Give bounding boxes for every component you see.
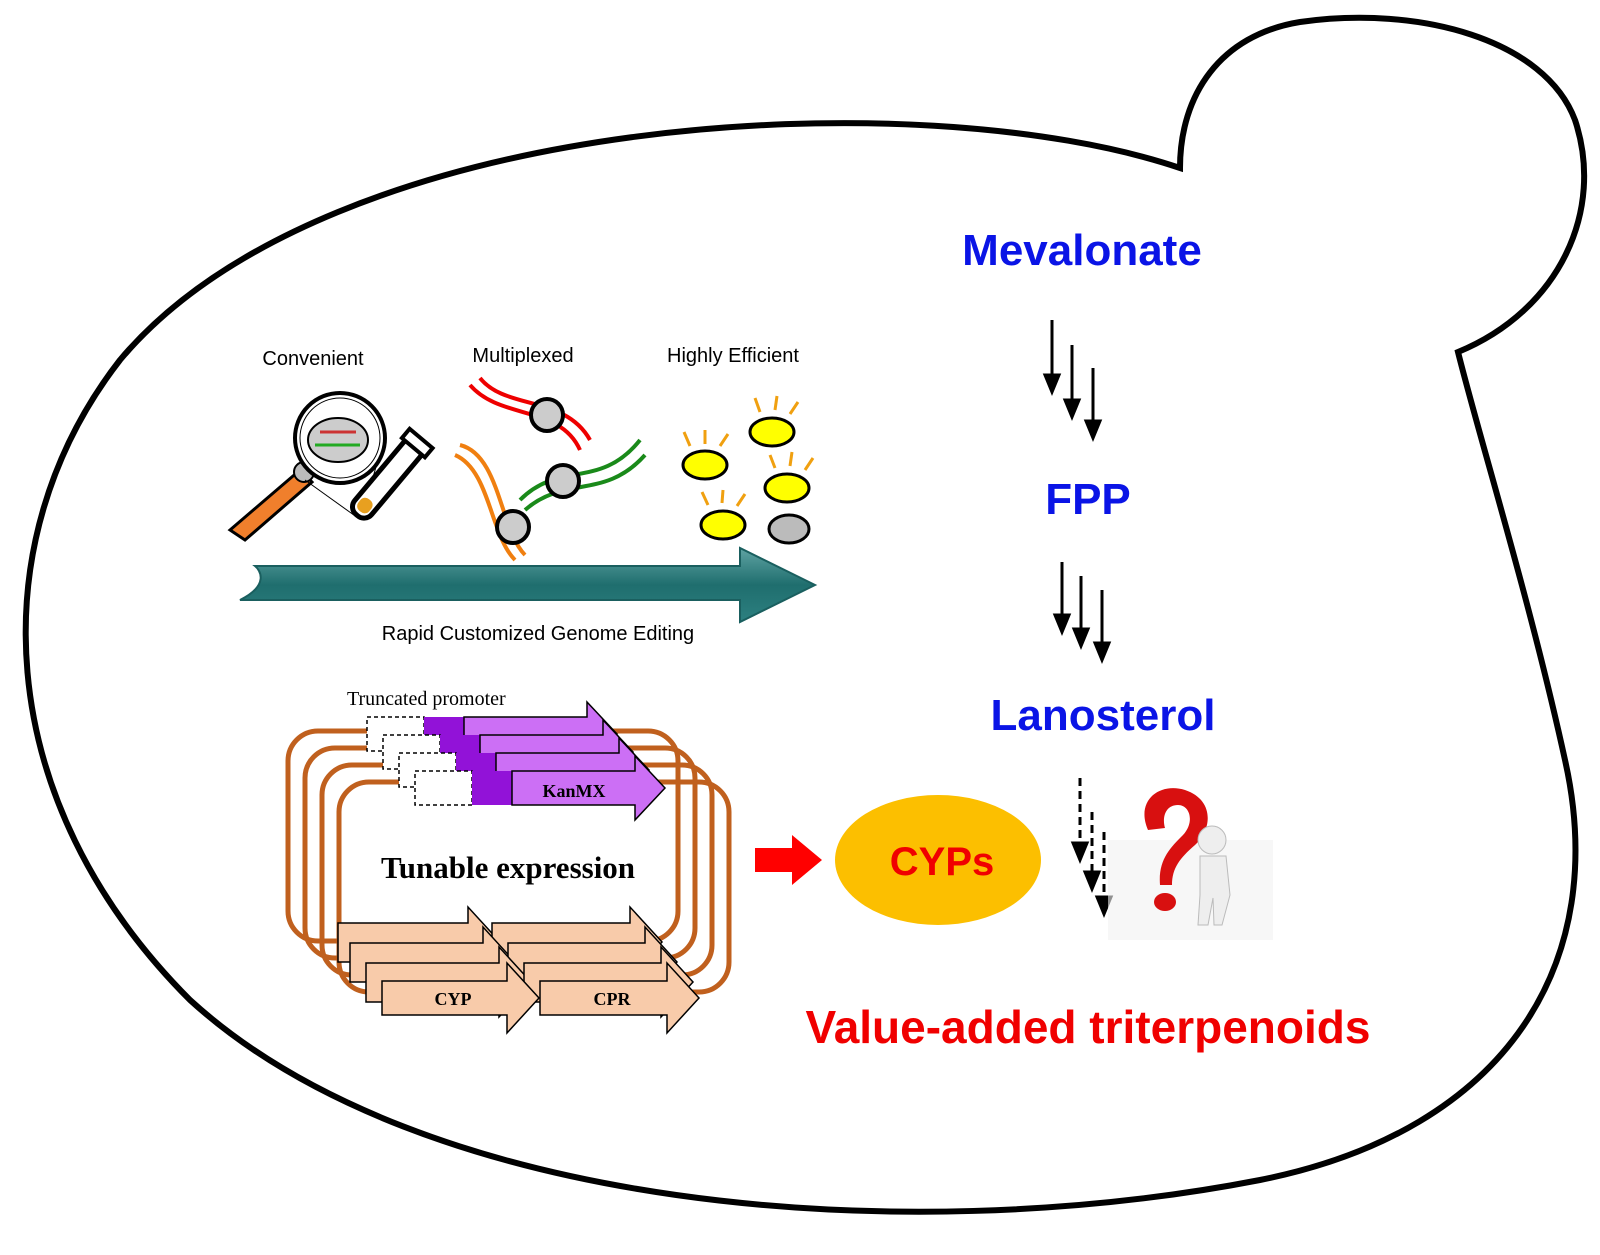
kanmx-label: KanMX bbox=[543, 781, 606, 801]
progress-arrow-icon bbox=[239, 546, 818, 624]
yeast-cell-outline bbox=[22, 14, 1588, 1215]
cyps-label: CYPs bbox=[890, 840, 995, 884]
pathway-lanosterol: Lanosterol bbox=[991, 691, 1216, 740]
feature-multiplexed: Multiplexed bbox=[472, 345, 573, 367]
tunable-expression-title: Tunable expression bbox=[381, 850, 635, 885]
multistep-arrows-1 bbox=[1042, 320, 1103, 442]
yeast-cells-icon bbox=[681, 395, 815, 545]
feature-convenient: Convenient bbox=[262, 348, 364, 370]
gene-cassettes bbox=[337, 905, 701, 1035]
product-label: Value-added triterpenoids bbox=[806, 1001, 1371, 1053]
magnifier-icon bbox=[227, 391, 387, 542]
kanmx-cassettes bbox=[366, 700, 667, 822]
editing-caption: Rapid Customized Genome Editing bbox=[382, 623, 694, 645]
gene-cpr-label: CPR bbox=[594, 989, 632, 1009]
cyps-ellipse bbox=[835, 795, 1041, 925]
pathway-fpp: FPP bbox=[1045, 475, 1131, 524]
red-arrow-icon bbox=[755, 835, 822, 885]
test-tube-icon bbox=[350, 426, 436, 521]
multistep-arrows-2 bbox=[1052, 562, 1112, 664]
promoter-label: Truncated promoter bbox=[347, 688, 506, 710]
feature-highly-efficient: Highly Efficient bbox=[667, 345, 799, 367]
cas9-dna-icon bbox=[454, 376, 647, 562]
gene-cyp-label: CYP bbox=[435, 989, 472, 1009]
question-person-icon bbox=[1108, 788, 1273, 940]
pathway-mevalonate: Mevalonate bbox=[962, 226, 1202, 275]
multistep-dashed-arrows bbox=[1070, 778, 1114, 918]
